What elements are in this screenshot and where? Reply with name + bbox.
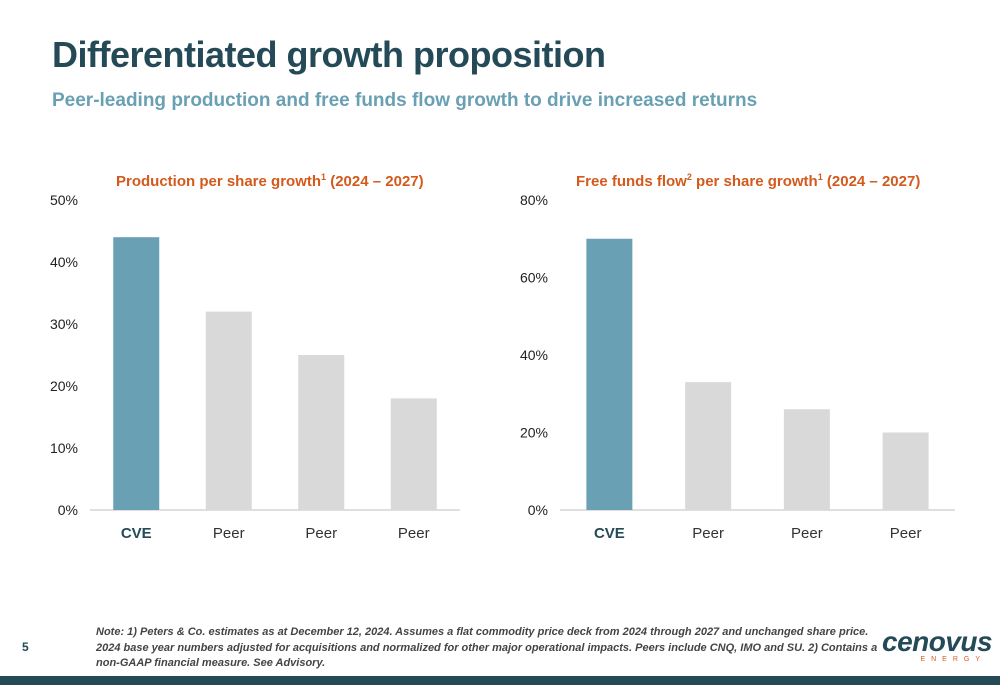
bar-peer [390,398,437,510]
chart-title-text: per share growth [691,173,818,190]
x-tick-label: CVE [121,525,152,542]
bar-peer [685,382,732,510]
chart-title-footnote: 1 [321,172,327,182]
footnote: Note: 1) Peters & Co. estimates as at De… [96,626,878,669]
logo-wordmark: cenovus [882,626,993,657]
y-tick-label: 0% [58,502,78,518]
y-tick-label: 20% [50,378,78,394]
y-tick-label: 40% [50,254,78,270]
x-tick-label: CVE [594,525,625,542]
chart-ffflow: 0% 20% 40% 60% 80% CVE Peer Peer Peer [470,160,955,565]
slide-subtitle: Peer-leading production and free funds f… [52,90,758,111]
x-tick-label: Peer [791,525,823,542]
chart-title-text: Production per share growth [116,173,322,190]
y-tick-label: 40% [520,347,548,363]
y-tick-label: 10% [50,440,78,456]
y-tick-label: 30% [50,316,78,332]
bar-peer [882,432,929,510]
y-tick-label: 80% [520,192,548,208]
logo-subtext: ENERGY [920,656,986,663]
bar-peer [205,311,252,510]
bar-cve [586,238,633,510]
y-tick-label: 60% [520,270,548,286]
bar-cve [113,237,160,510]
bar-peer [783,409,830,510]
cenovus-logo: cenovus ENERGY [882,626,993,668]
chart-title-production: Production per share growth1 (2024 – 202… [116,172,424,190]
y-tick-label: 0% [528,502,548,518]
chart-title-text: (2024 – 2027) [822,173,921,190]
x-tick-label: Peer [692,525,724,542]
production-bar-chart: 0% 10% 20% 30% 40% 50% CVE Peer Peer Peer [50,192,460,542]
x-tick-label: Peer [305,525,337,542]
chart-title-footnote: 2 [686,172,692,182]
footer-bar [0,676,1000,685]
chart-title-text: (2024 – 2027) [326,173,424,190]
ffflow-bar-chart: 0% 20% 40% 60% 80% CVE Peer Peer Peer [520,192,955,542]
bar-peer [298,355,345,510]
chart-title-text: Free funds flow [576,173,687,190]
slide-title: Differentiated growth proposition [52,34,606,75]
x-tick-label: Peer [890,525,922,542]
y-tick-label: 50% [50,192,78,208]
chart-title-footnote: 1 [817,172,823,182]
chart-title-ffflow: Free funds flow2 per share growth1 (2024… [576,172,920,190]
chart-production: 0% 10% 20% 30% 40% 50% CVE Peer Peer Peer [0,160,480,565]
y-tick-label: 20% [520,425,548,441]
page-number: 5 [22,640,29,654]
x-tick-label: Peer [213,525,245,542]
x-tick-label: Peer [398,525,430,542]
